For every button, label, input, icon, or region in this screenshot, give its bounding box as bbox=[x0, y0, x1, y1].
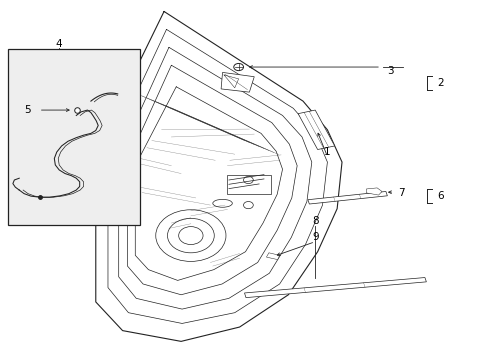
Bar bbox=[227, 175, 271, 194]
Text: 2: 2 bbox=[436, 78, 443, 88]
Polygon shape bbox=[244, 278, 426, 298]
Polygon shape bbox=[366, 188, 381, 195]
Bar bbox=[8, 49, 140, 225]
Text: 4: 4 bbox=[56, 39, 62, 49]
Text: 5: 5 bbox=[24, 105, 31, 115]
Polygon shape bbox=[307, 192, 386, 204]
Text: 7: 7 bbox=[397, 188, 404, 198]
Text: 1: 1 bbox=[324, 147, 330, 157]
Polygon shape bbox=[266, 253, 279, 260]
Text: 3: 3 bbox=[386, 66, 393, 76]
Text: 8: 8 bbox=[311, 216, 318, 226]
Polygon shape bbox=[298, 110, 334, 149]
Circle shape bbox=[233, 63, 243, 71]
Polygon shape bbox=[221, 72, 254, 92]
Text: 9: 9 bbox=[311, 232, 318, 242]
Text: 6: 6 bbox=[436, 191, 443, 201]
